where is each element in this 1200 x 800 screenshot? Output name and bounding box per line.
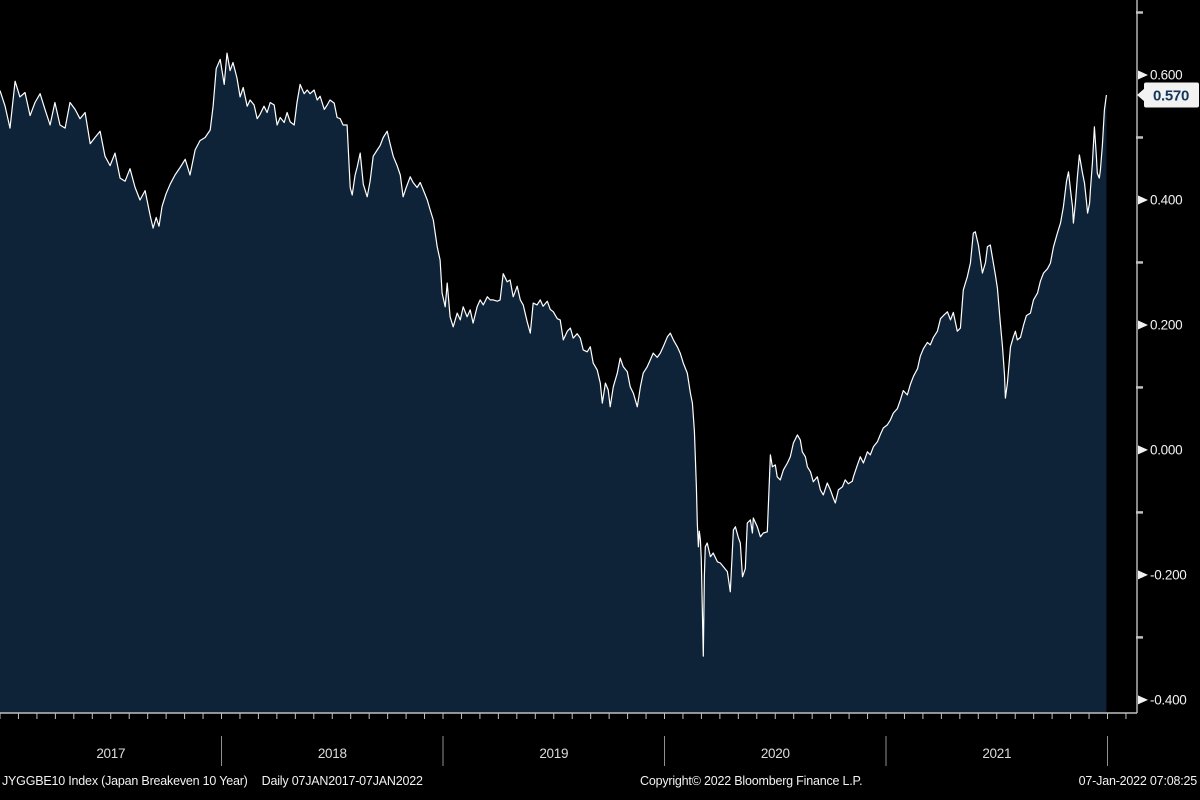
period-label: Daily 07JAN2017-07JAN2022: [261, 774, 423, 788]
y-tick-label: -0.400: [1150, 692, 1186, 707]
last-price-pointer-icon: [1137, 87, 1145, 102]
x-tick-label: 2018: [318, 746, 347, 761]
price-line: [0, 52, 1107, 657]
y-tick-arrow-icon: [1138, 695, 1148, 705]
y-tick-label: 0.600: [1150, 67, 1182, 82]
y-tick-arrow-icon: [1138, 195, 1148, 205]
security-description: JYGGBE10 Index (Japan Breakeven 10 Year)…: [2, 774, 423, 788]
y-tick-arrow-icon: [1138, 70, 1148, 80]
y-tick-arrow-icon: [1138, 570, 1148, 580]
x-tick-label: 2017: [96, 746, 125, 761]
last-price-callout: [1144, 82, 1199, 108]
x-tick-label: 2019: [539, 746, 568, 761]
copyright-text: Copyright© 2022 Bloomberg Finance L.P.: [640, 774, 863, 788]
y-tick-label: 0.200: [1150, 317, 1182, 332]
y-tick-arrow-icon: [1138, 320, 1148, 330]
y-tick-arrow-icon: [1138, 445, 1148, 455]
security-title: JYGGBE10 Index (Japan Breakeven 10 Year): [2, 774, 248, 788]
timestamp-text: 07-Jan-2022 07:08:25: [1078, 774, 1198, 788]
x-tick-label: 2020: [761, 746, 790, 761]
last-price-value: 0.570: [1153, 87, 1189, 104]
x-tick-label: 2021: [982, 746, 1011, 761]
y-tick-label: 0.000: [1150, 442, 1182, 457]
y-tick-label: -0.200: [1150, 567, 1186, 582]
y-tick-label: 0.400: [1150, 192, 1182, 207]
area-fill: [0, 53, 1107, 714]
